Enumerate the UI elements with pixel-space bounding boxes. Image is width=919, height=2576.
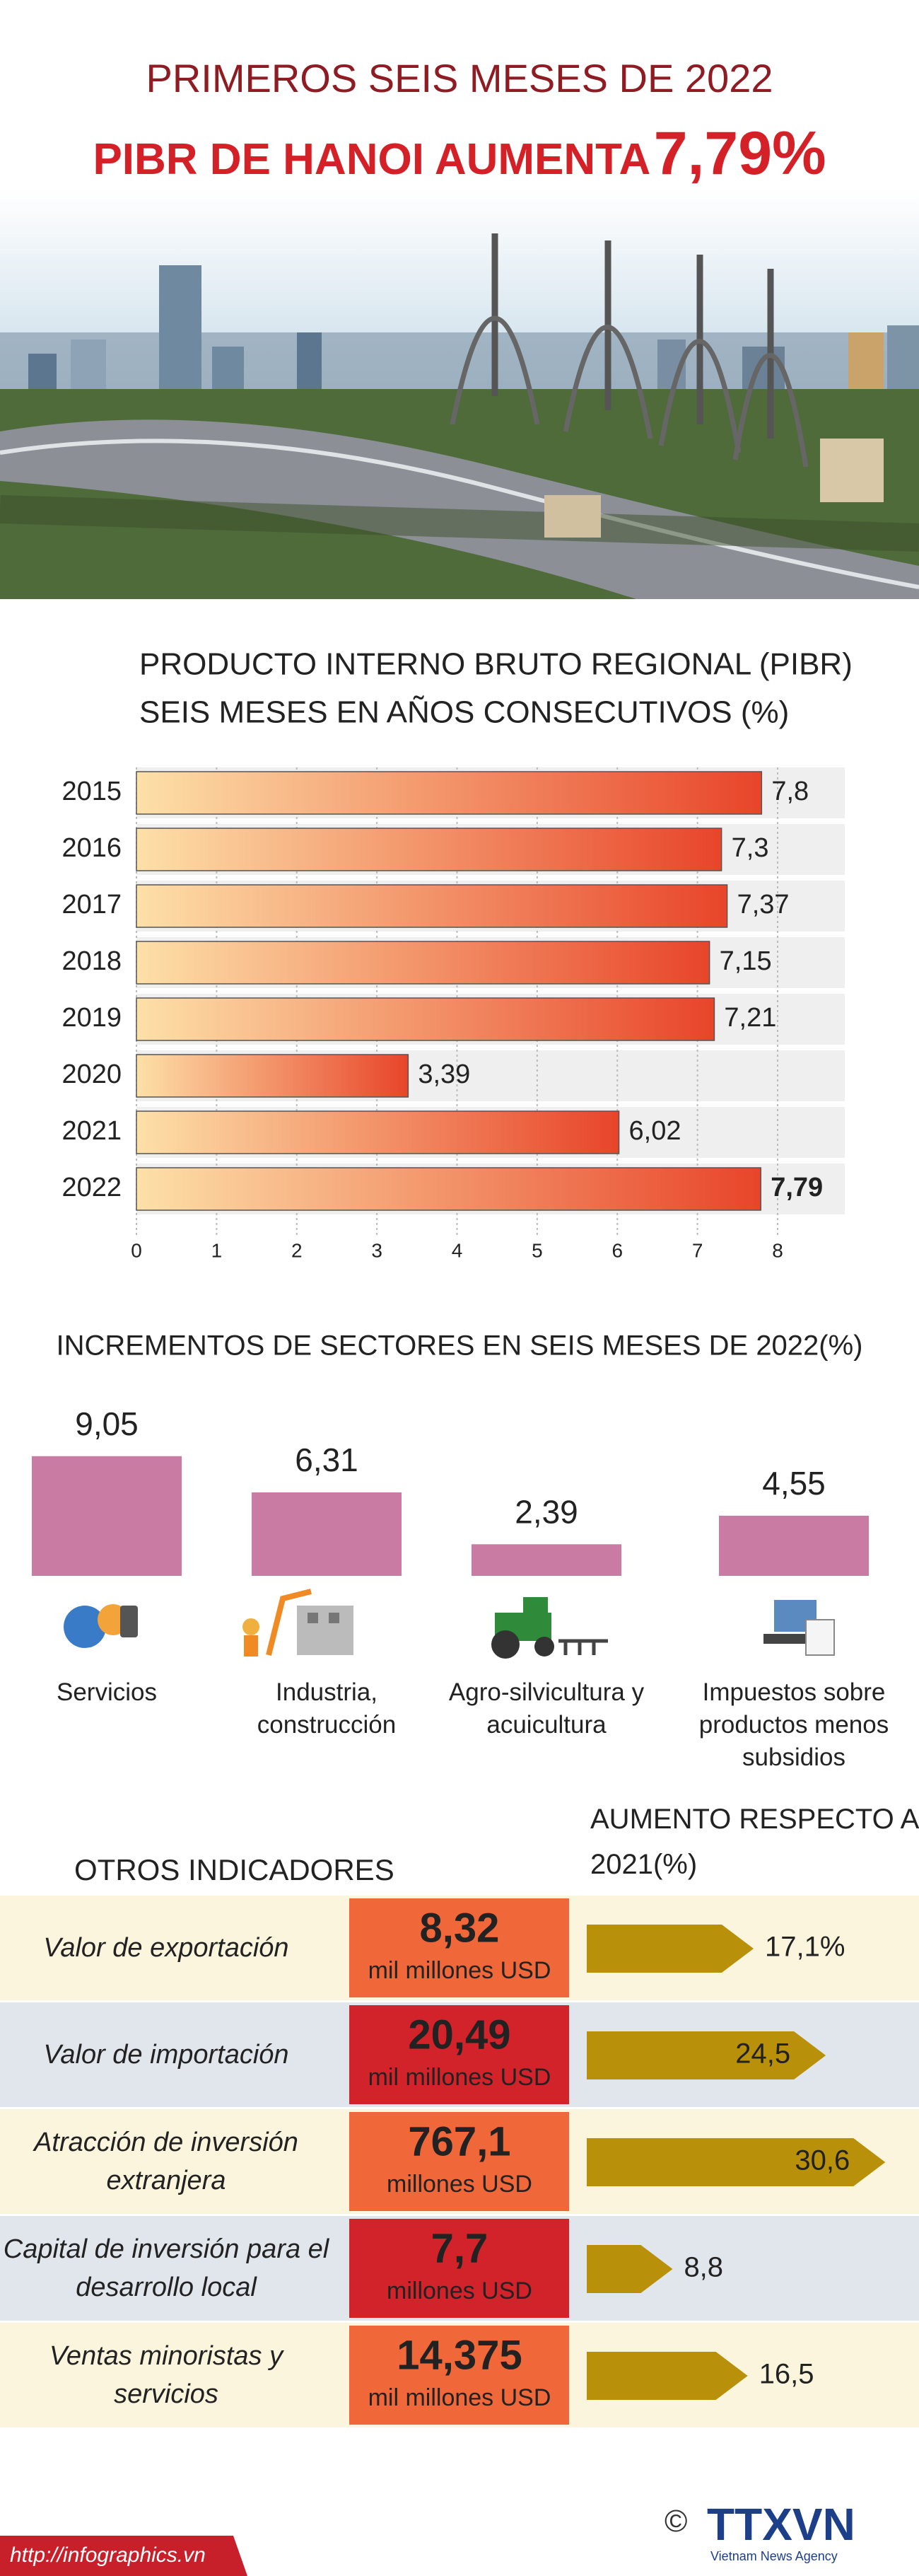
amount: 7,7 [431, 2225, 488, 2271]
value-label: 7,37 [737, 890, 790, 919]
bar [472, 1544, 621, 1576]
value-label: 30,6 [795, 2145, 850, 2176]
value-label: 7,3 [732, 833, 769, 863]
bar [136, 1054, 409, 1098]
category-label: Industria, construcción [257, 1678, 397, 1739]
chart-title: OTROS INDICADORES [74, 1853, 394, 1886]
header-highlight: 7,79% [653, 120, 826, 187]
arrow [587, 2352, 748, 2400]
chart-subtitle: SEIS MESES EN AÑOS CONSECUTIVOS (%) [139, 695, 789, 730]
value-label: 6,31 [295, 1441, 358, 1478]
bar [136, 828, 722, 871]
y-tick-label: 2022 [62, 1173, 122, 1202]
header-line1: PRIMEROS SEIS MESES DE 2022 [146, 56, 773, 100]
bar [32, 1456, 182, 1576]
value-label: 7,8 [771, 777, 809, 806]
value-label: 7,15 [720, 946, 772, 976]
header-line2: PIBR DE HANOI AUMENTA [93, 135, 651, 184]
y-tick-label: 2019 [62, 1003, 122, 1033]
x-tick-label: 1 [211, 1239, 223, 1261]
sector-icons [64, 1589, 835, 1659]
bar [136, 1167, 761, 1211]
amount: 8,32 [420, 1905, 500, 1951]
x-tick-label: 5 [532, 1239, 543, 1261]
chart-title: INCREMENTOS DE SECTORES EN SEIS MESES DE… [56, 1330, 862, 1362]
copyright: © [665, 2504, 688, 2539]
amount-unit: mil millones USD [368, 2064, 551, 2091]
value-label: 7,79 [771, 1173, 823, 1202]
footer-bar [0, 2536, 247, 2576]
bar [136, 997, 715, 1041]
amount-box [349, 2005, 569, 2104]
amount-box [349, 2326, 569, 2425]
y-tick-label: 2015 [62, 777, 122, 806]
y-tick-label: 2018 [62, 946, 122, 976]
indicator-label: Valor de importación [43, 2040, 289, 2070]
chart-title: PRODUCTO INTERNO BRUTO REGIONAL (PIBR) [139, 647, 853, 682]
y-tick-label: 2020 [62, 1060, 122, 1089]
value-label: 9,05 [75, 1405, 139, 1442]
value-label: 4,55 [762, 1465, 826, 1502]
amount-box [349, 2219, 569, 2318]
arrow [587, 2245, 673, 2293]
y-tick-label: 2021 [62, 1116, 122, 1146]
bar [136, 1110, 620, 1154]
y-tick-label: 2017 [62, 890, 122, 919]
bar [252, 1492, 402, 1576]
value-label: 7,21 [724, 1003, 776, 1033]
x-tick-label: 3 [371, 1239, 382, 1261]
x-tick-label: 4 [452, 1239, 463, 1261]
amount-box [349, 1898, 569, 1997]
category-label: Agro-silvicultura y acuicultura [448, 1678, 645, 1739]
amount-unit: millones USD [387, 2278, 532, 2304]
amount-box [349, 2112, 569, 2211]
value-label: 6,02 [629, 1116, 681, 1146]
amount: 20,49 [408, 2012, 510, 2058]
amount-unit: millones USD [387, 2171, 532, 2198]
y-tick-label: 2016 [62, 833, 122, 863]
arrow [587, 2138, 886, 2186]
bar [719, 1515, 869, 1576]
bar [136, 884, 728, 928]
city-photo [0, 189, 919, 599]
bar [136, 941, 710, 985]
amount: 14,375 [397, 2332, 522, 2378]
indicator-label: Ventas minoristas y servicios [49, 2341, 283, 2409]
indicator-label: Atracción de inversión extranjera [34, 2128, 298, 2195]
bar [136, 771, 763, 815]
value-label: 24,5 [735, 2038, 790, 2070]
category-label: Servicios [57, 1678, 157, 1706]
amount-unit: mil millones USD [368, 2384, 551, 2411]
value-label: 8,8 [684, 2252, 723, 2283]
x-tick-label: 0 [131, 1239, 142, 1261]
x-tick-label: 8 [772, 1239, 783, 1261]
footer-url: http://infographics.vn [10, 2543, 206, 2567]
arrow [587, 1925, 754, 1973]
x-tick-label: 6 [611, 1239, 623, 1261]
amount: 767,1 [408, 2118, 510, 2164]
chart-subtitle: AUMENTO RESPECTO A 2021(%) [590, 1804, 918, 1880]
value-label: 16,5 [759, 2359, 814, 2390]
indicator-label: Valor de exportación [43, 1933, 289, 1963]
value-label: 2,39 [515, 1493, 578, 1530]
agency: Vietnam News Agency [710, 2549, 838, 2563]
logo: TTXVN [707, 2499, 855, 2550]
value-label: 3,39 [418, 1060, 470, 1089]
category-label: Impuestos sobre productos menos subsidio… [698, 1678, 889, 1771]
value-label: 17,1% [765, 1932, 845, 1963]
indicator-label: Capital de inversión para el desarrollo … [3, 2234, 329, 2302]
arrow [587, 2031, 826, 2079]
x-tick-label: 7 [692, 1239, 703, 1261]
amount-unit: mil millones USD [368, 1957, 551, 1984]
x-tick-label: 2 [291, 1239, 303, 1261]
header-line2-wrap: PIBR DE HANOI AUMENTA 7,79% [0, 119, 919, 189]
